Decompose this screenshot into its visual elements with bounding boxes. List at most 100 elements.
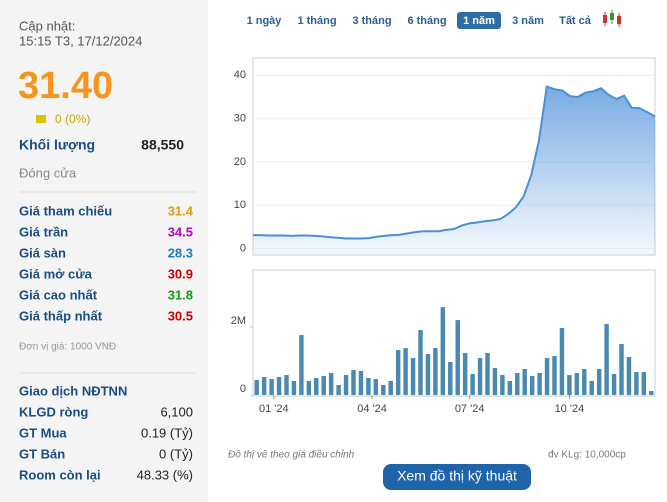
volume-bar — [299, 335, 304, 395]
volume-panel — [252, 269, 656, 397]
price-row-value: 31.4 — [168, 203, 194, 218]
volume-bar — [574, 373, 580, 395]
y-tick-label: 0 — [240, 242, 246, 254]
volume-bar — [433, 348, 438, 395]
change: 0 (0%) — [55, 112, 90, 126]
price-area — [253, 86, 655, 255]
volume-bar — [410, 358, 416, 395]
volume-bar — [358, 371, 364, 395]
adjusted-note: Đồ thị vẽ theo giá điều chỉnh — [228, 449, 355, 461]
foreign-label: KLGD ròng — [19, 404, 88, 419]
y-tick-label: 20 — [234, 156, 246, 168]
price-row-value: 34.5 — [168, 224, 193, 239]
foreign-label: GT Mua — [19, 425, 67, 440]
volume-bar — [634, 372, 639, 395]
volume-bar — [567, 375, 572, 395]
y-tick-label: 40 — [234, 69, 246, 81]
volume-bar — [425, 354, 431, 395]
volume-bar — [306, 381, 312, 395]
period-button[interactable]: 3 năm — [512, 15, 544, 27]
x-tick-label: 07 '24 — [455, 403, 485, 415]
period-button[interactable]: 1 năm — [463, 15, 495, 27]
flat-icon — [36, 115, 46, 123]
volume-bar — [269, 379, 274, 395]
price: 31.40 — [18, 65, 113, 107]
volume-bar — [254, 380, 259, 395]
price-row-value: 30.5 — [168, 308, 193, 323]
volume-bar — [261, 377, 267, 395]
period-button[interactable]: 3 tháng — [352, 15, 391, 27]
x-tick-label: 10 '24 — [555, 403, 585, 415]
update-label: Cập nhật: — [19, 18, 75, 33]
volume-bar — [507, 381, 513, 395]
volume-bar — [373, 379, 379, 395]
period-button[interactable]: 1 ngày — [247, 15, 283, 27]
left-panel — [0, 0, 208, 502]
price-row-value: 31.8 — [168, 287, 193, 302]
period-button[interactable]: Tất cả — [559, 15, 592, 27]
foreign-title: Giao dịch NĐTNN — [19, 383, 127, 398]
update-time: 15:15 T3, 17/12/2024 — [19, 33, 142, 48]
volume-bar — [544, 358, 550, 395]
foreign-label: Room còn lại — [19, 467, 101, 482]
price-line — [253, 85, 656, 240]
volume-bar — [485, 353, 490, 395]
volume-bar — [604, 324, 609, 395]
volume-bar — [343, 375, 349, 395]
price-row-label: Giá thấp nhất — [19, 308, 103, 323]
x-tick-label: 01 '24 — [259, 403, 289, 415]
volume-bar — [366, 378, 371, 395]
volume-bar — [515, 373, 520, 395]
volume-bar — [589, 381, 594, 395]
volume-bar — [649, 390, 654, 395]
volume-bar — [470, 374, 475, 395]
foreign-label: GT Bán — [19, 446, 65, 461]
volume-bar — [492, 368, 498, 395]
y-tick-label: 30 — [234, 113, 246, 125]
volume-bar — [403, 348, 408, 395]
volume-bar — [462, 353, 468, 395]
status: Đóng cửa — [19, 165, 77, 180]
volume-bar — [582, 369, 587, 395]
volume: 88,550 — [141, 137, 184, 153]
volume-bar — [522, 369, 527, 395]
volume-bar — [559, 328, 565, 395]
foreign-value: 48.33 (%) — [137, 467, 193, 482]
y-tick-label: 2M — [231, 315, 246, 327]
unit-note: Đơn vị giá: 1000 VNĐ — [19, 342, 116, 353]
price-row-label: Giá tham chiếu — [19, 203, 112, 218]
volume-bar — [336, 385, 341, 395]
technical-button[interactable] — [383, 464, 531, 490]
x-tick-label: 04 '24 — [357, 403, 387, 415]
volume-bar — [529, 376, 535, 395]
volume-bar — [596, 369, 602, 395]
y-tick-label: 10 — [234, 199, 246, 211]
candle-icon — [603, 10, 621, 27]
volume-bar — [276, 377, 282, 395]
y-tick-label: 0 — [240, 383, 246, 395]
volume-bar — [291, 381, 297, 395]
volume-bar — [328, 373, 334, 395]
period-active-bg[interactable] — [457, 12, 501, 29]
volume-unit: đv KLg: 10,000cp — [548, 450, 626, 461]
price-row-label: Giá trần — [19, 224, 68, 239]
volume-bar — [440, 307, 446, 395]
volume-bar — [448, 362, 453, 395]
volume-bar — [552, 356, 557, 395]
period-button[interactable]: 6 tháng — [407, 15, 446, 27]
volume-bar — [321, 376, 326, 395]
price-row-label: Giá cao nhất — [19, 287, 98, 302]
volume-bar — [537, 373, 542, 395]
price-row-label: Giá mở cửa — [19, 266, 93, 281]
price-row-label: Giá sàn — [19, 245, 66, 260]
period-button[interactable]: 1 tháng — [297, 15, 336, 27]
volume-bar — [388, 381, 393, 395]
volume-bar — [351, 370, 356, 395]
technical-button-label[interactable]: Xem đồ thị kỹ thuật — [397, 468, 517, 484]
volume-bar — [626, 357, 632, 395]
foreign-value: 6,100 — [160, 404, 193, 419]
price-row-value: 30.9 — [168, 266, 193, 281]
volume-bar — [641, 372, 647, 395]
volume-bar — [455, 320, 460, 395]
